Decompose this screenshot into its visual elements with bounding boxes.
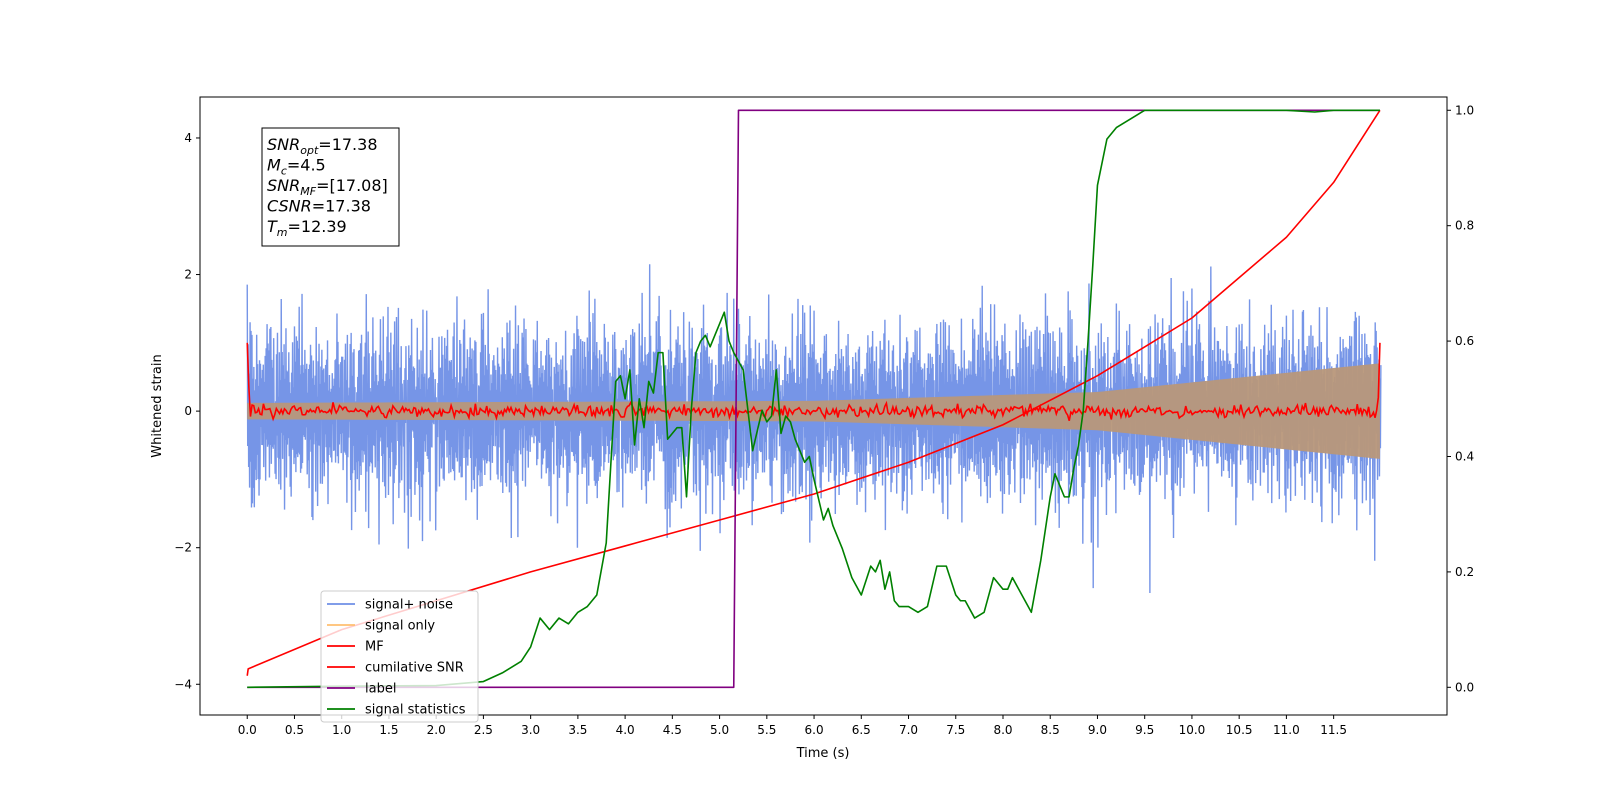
legend-label: signal only xyxy=(365,619,435,634)
y2-tick-label: 0.6 xyxy=(1455,334,1474,348)
y2-tick-label: 0.4 xyxy=(1455,449,1474,463)
x-axis: 0.0 0.5 1.0 1.5 2.0 2.5 3.0 3.5 4.0 4.5 5.0 5.5 6.0 6… xyxy=(238,715,1347,737)
x-tick-label: 2.0 xyxy=(427,723,446,737)
x-tick-label: 0.0 xyxy=(238,723,257,737)
annotation-line: Mc=4.5 xyxy=(267,156,326,178)
x-tick-label: 10.0 xyxy=(1179,723,1206,737)
legend-entry: cumilative SNR xyxy=(327,661,464,676)
legend-entry: signal statistics xyxy=(327,703,466,718)
y2-tick-label: 0.0 xyxy=(1455,680,1474,694)
x-tick-label: 11.0 xyxy=(1273,723,1300,737)
x-tick-label: 7.0 xyxy=(899,723,918,737)
x-tick-label: 1.5 xyxy=(379,723,398,737)
x-tick-label: 0.5 xyxy=(285,723,304,737)
x-tick-label: 9.0 xyxy=(1088,723,1107,737)
x-tick-label: 2.5 xyxy=(474,723,493,737)
legend-label: label xyxy=(365,682,396,697)
annotation-line: SNRopt=17.38 xyxy=(267,135,378,157)
legend-entry: MF xyxy=(327,640,384,655)
x-tick-label: 8.0 xyxy=(993,723,1012,737)
annotation-box: SNRopt=17.38Mc=4.5SNRMF=[17.08]CSNR=17.3… xyxy=(261,127,400,247)
axes-frame xyxy=(199,96,1448,716)
x-tick-label: 4.0 xyxy=(616,723,635,737)
y-tick-label: 4 xyxy=(184,131,192,145)
y2-tick-label: 1.0 xyxy=(1455,103,1474,117)
x-tick-label: 3.5 xyxy=(568,723,587,737)
x-tick-label: 1.0 xyxy=(332,723,351,737)
legend-label: signal+ noise xyxy=(365,598,453,613)
annotation-line: CSNR=17.38 xyxy=(267,197,371,216)
legend-label: signal statistics xyxy=(365,703,466,718)
y-axis-right: 0.0 0.2 0.4 0.6 0.8 1.0 xyxy=(1447,103,1474,694)
y-tick-label: −2 xyxy=(174,541,192,555)
y-axis-label: Whitened strain xyxy=(150,354,165,457)
x-tick-label: 3.0 xyxy=(521,723,540,737)
legend-entry: signal+ noise xyxy=(327,598,453,613)
x-tick-label: 4.5 xyxy=(663,723,682,737)
x-tick-label: 10.5 xyxy=(1226,723,1253,737)
legend-label: MF xyxy=(365,640,384,655)
annotation-line: SNRMF=[17.08] xyxy=(267,176,388,198)
x-tick-label: 6.0 xyxy=(805,723,824,737)
x-tick-label: 8.5 xyxy=(1041,723,1060,737)
x-tick-label: 5.0 xyxy=(710,723,729,737)
y-tick-label: 2 xyxy=(184,268,192,282)
y-tick-label: −4 xyxy=(174,677,192,691)
annotation-frame xyxy=(261,127,400,247)
series-signal-statistics xyxy=(247,109,1380,689)
x-tick-label: 9.5 xyxy=(1135,723,1154,737)
y-axis-left: −4 −2 0 2 4 xyxy=(174,131,200,691)
x-tick-label: 7.5 xyxy=(946,723,965,737)
x-tick-label: 6.5 xyxy=(852,723,871,737)
legend-entry: signal only xyxy=(327,619,435,634)
x-tick-label: 11.5 xyxy=(1320,723,1347,737)
y2-tick-label: 0.2 xyxy=(1455,565,1474,579)
y2-tick-label: 0.8 xyxy=(1455,219,1474,233)
series-label xyxy=(247,109,1380,689)
annotation-line: Tm=12.39 xyxy=(267,217,347,239)
y-tick-label: 0 xyxy=(184,404,192,418)
x-axis-label: Time (s) xyxy=(796,746,850,761)
series-mf xyxy=(246,342,1381,422)
x-tick-label: 5.5 xyxy=(757,723,776,737)
legend-label: cumilative SNR xyxy=(365,661,464,676)
legend-entry: label xyxy=(327,682,396,697)
legend-frame xyxy=(320,590,479,723)
series-signal-noise xyxy=(246,264,1382,594)
legend: signal+ noise signal only MF cumilative SNR… xyxy=(320,590,479,723)
